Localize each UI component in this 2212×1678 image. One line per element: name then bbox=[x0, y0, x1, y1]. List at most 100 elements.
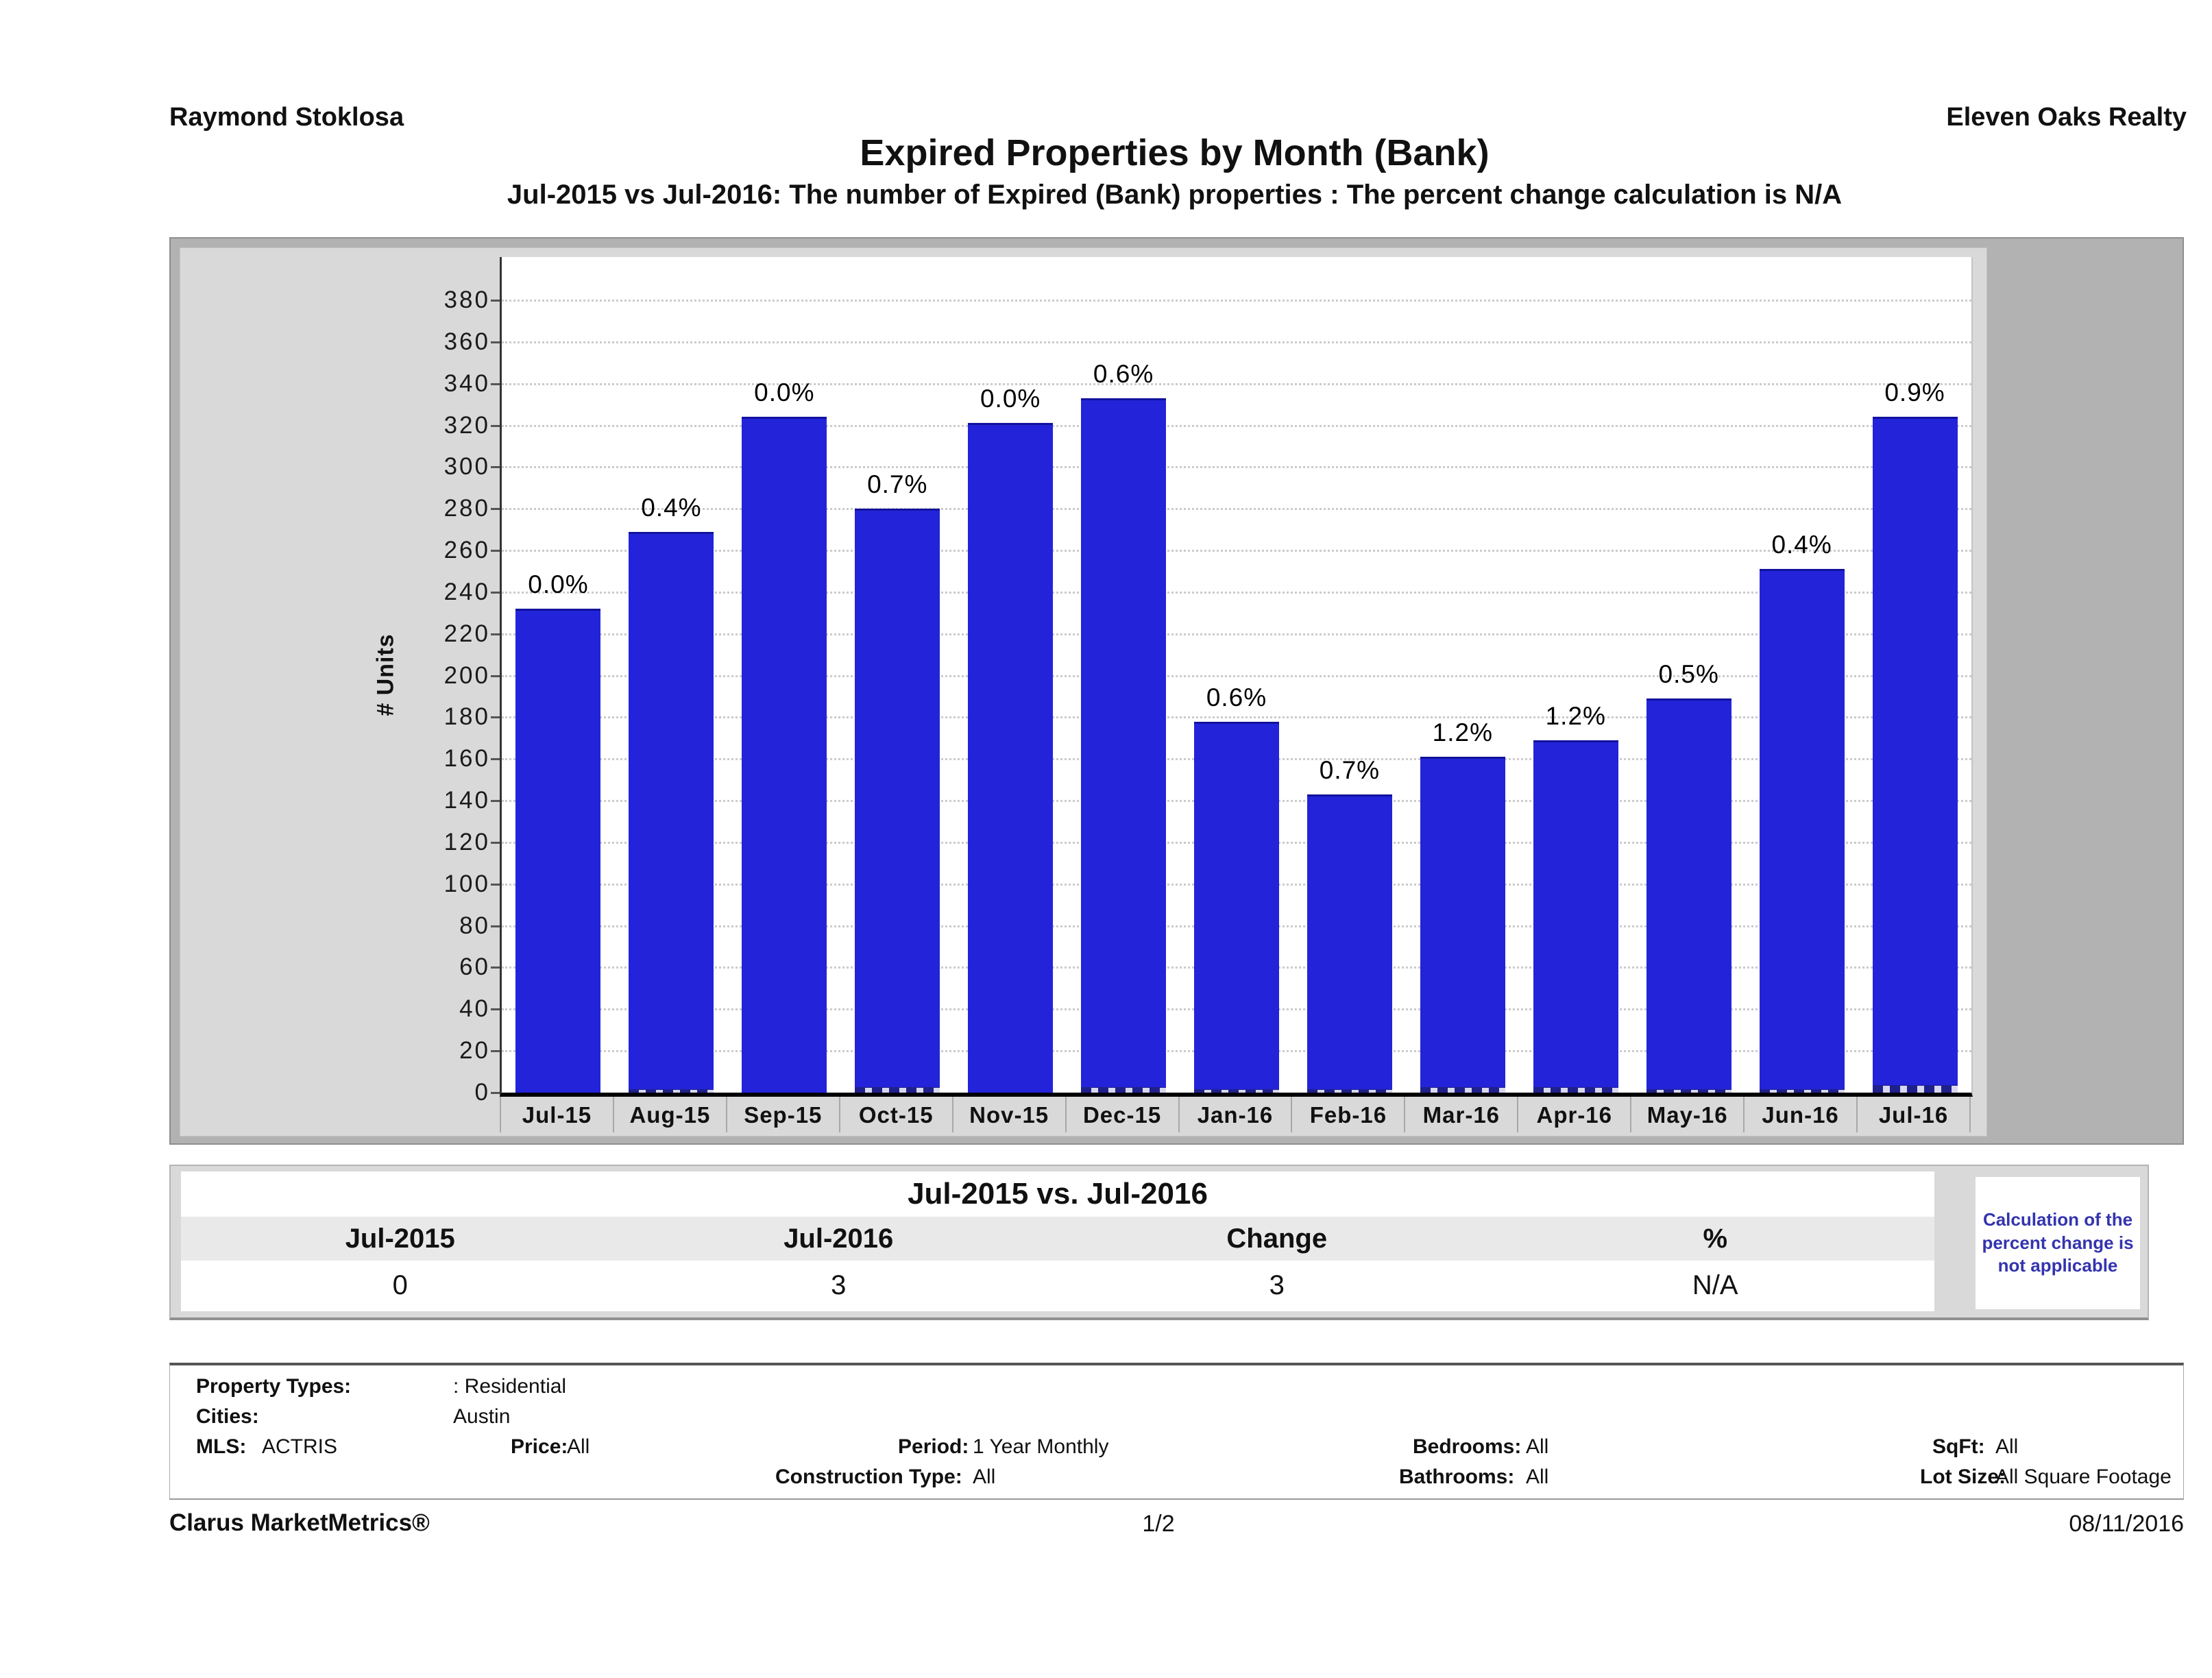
bedrooms-label: Bedrooms: bbox=[1413, 1435, 1522, 1458]
expired-bank-bar bbox=[1872, 1085, 1958, 1093]
expired-bar bbox=[1646, 698, 1731, 1093]
bar-slot: 0.4% bbox=[1745, 257, 1858, 1093]
gridline bbox=[502, 300, 1971, 302]
y-tick-mark bbox=[491, 591, 500, 594]
y-tick-label: 360 bbox=[443, 328, 490, 355]
comparison-table-inner: Jul-2015 vs. Jul-2016 Jul-2015 Jul-2016 … bbox=[181, 1171, 1934, 1311]
expired-bar bbox=[855, 509, 940, 1093]
mls-value: ACTRIS bbox=[262, 1435, 338, 1458]
y-tick-label: 0 bbox=[474, 1079, 490, 1106]
bar-slot: 0.6% bbox=[1180, 257, 1293, 1093]
expired-bank-bar bbox=[1420, 1087, 1505, 1093]
gridline bbox=[502, 466, 1971, 469]
y-tick-mark bbox=[491, 382, 500, 385]
y-tick-mark bbox=[491, 674, 500, 677]
expired-bar bbox=[1193, 722, 1279, 1093]
x-axis-label: Mar-16 bbox=[1404, 1097, 1517, 1132]
y-tick-label: 40 bbox=[459, 995, 490, 1023]
bar-percent-label: 1.2% bbox=[1545, 702, 1606, 730]
mls-label: MLS: bbox=[196, 1435, 247, 1458]
bar-percent-label: 0.6% bbox=[1093, 360, 1154, 388]
y-tick-label: 380 bbox=[443, 287, 490, 313]
expired-bank-bar bbox=[855, 1087, 940, 1093]
y-tick-mark bbox=[491, 716, 500, 719]
gridline bbox=[502, 633, 1971, 635]
percent-change-note: Calculation of the percent change is not… bbox=[1976, 1177, 2140, 1309]
bar-slot: 0.0% bbox=[502, 257, 615, 1093]
expired-bank-bar bbox=[1306, 1089, 1392, 1093]
bar-percent-label: 0.6% bbox=[1206, 683, 1267, 712]
bar-percent-label: 0.0% bbox=[754, 378, 815, 406]
bar-percent-label: 0.0% bbox=[980, 385, 1041, 413]
bathrooms-value: All bbox=[1526, 1466, 1549, 1488]
chart-panel: # Units 0 20 40 60 80 100 120 140 160 180 200 220 24… bbox=[180, 247, 1987, 1136]
expired-bank-bar bbox=[1646, 1089, 1731, 1093]
lot-size-label: Lot Size: bbox=[1920, 1466, 2006, 1488]
period-label: Period: bbox=[898, 1435, 969, 1458]
value-jul-2015: 0 bbox=[392, 1270, 408, 1300]
x-axis-label: Apr-16 bbox=[1517, 1097, 1630, 1132]
gridline bbox=[502, 550, 1971, 552]
agent-name: Raymond Stoklosa bbox=[169, 103, 404, 132]
expired-bank-bar bbox=[1081, 1087, 1167, 1093]
y-tick-label: 240 bbox=[443, 578, 490, 605]
footer-date: 08/11/2016 bbox=[2069, 1511, 2184, 1537]
expired-bar bbox=[629, 532, 714, 1093]
table-header-jul-2016: Jul-2016 bbox=[783, 1224, 894, 1254]
expired-bank-bar bbox=[1193, 1089, 1279, 1093]
cities-label: Cities: bbox=[196, 1405, 259, 1428]
table-header-percent: % bbox=[1703, 1224, 1728, 1254]
gridline bbox=[502, 382, 1971, 385]
construction-type-value: All bbox=[973, 1466, 996, 1488]
y-tick-mark bbox=[491, 300, 500, 302]
y-tick-mark bbox=[491, 550, 500, 552]
x-axis-labels: Jul-15 Aug-15 Sep-15 Oct-15 Nov-15 Dec-15 Jan-… bbox=[500, 1097, 1971, 1132]
expired-bar bbox=[1081, 398, 1167, 1093]
property-types-label: Property Types: bbox=[196, 1375, 352, 1398]
comparison-table: Jul-2015 vs. Jul-2016 Jul-2015 Jul-2016 … bbox=[169, 1165, 2149, 1320]
gridline bbox=[502, 591, 1971, 594]
chart-container: # Units 0 20 40 60 80 100 120 140 160 180 200 220 24… bbox=[169, 237, 2184, 1145]
y-tick-mark bbox=[491, 925, 500, 927]
gridline bbox=[502, 424, 1971, 427]
y-tick-label: 200 bbox=[443, 661, 490, 689]
gridline bbox=[502, 674, 1971, 677]
report-subtitle: Jul-2015 vs Jul-2016: The number of Expi… bbox=[507, 180, 1843, 210]
bar-slot: 0.4% bbox=[615, 257, 728, 1093]
bar-slot: 0.7% bbox=[841, 257, 954, 1093]
x-axis-label: Sep-15 bbox=[725, 1097, 839, 1132]
expired-bank-bar bbox=[1759, 1089, 1845, 1093]
y-tick-mark bbox=[491, 758, 500, 761]
gridline bbox=[502, 508, 1971, 511]
expired-bar bbox=[742, 417, 827, 1093]
x-axis-label: Dec-15 bbox=[1065, 1097, 1178, 1132]
bar-slot: 0.7% bbox=[1293, 257, 1406, 1093]
table-title: Jul-2015 vs. Jul-2016 bbox=[908, 1177, 1208, 1211]
sqft-label: SqFt: bbox=[1932, 1435, 1985, 1458]
bar-percent-label: 0.0% bbox=[528, 570, 589, 598]
x-axis-label: Jul-16 bbox=[1856, 1097, 1971, 1132]
y-tick-mark bbox=[491, 633, 500, 635]
y-tick-mark bbox=[491, 424, 500, 427]
y-tick-mark bbox=[491, 1050, 500, 1053]
x-axis-label: Feb-16 bbox=[1291, 1097, 1404, 1132]
y-tick-label: 80 bbox=[459, 912, 490, 939]
table-value-row: 0 3 3 N/A bbox=[181, 1263, 1934, 1309]
brokerage-name: Eleven Oaks Realty bbox=[1946, 103, 2187, 132]
bar-slot: 1.2% bbox=[1406, 257, 1519, 1093]
y-tick-mark bbox=[491, 883, 500, 886]
x-axis-label: Nov-15 bbox=[951, 1097, 1065, 1132]
x-axis-label: Jul-15 bbox=[500, 1097, 613, 1132]
price-label: Price: bbox=[511, 1435, 568, 1458]
bar-percent-label: 0.7% bbox=[1319, 756, 1381, 784]
bar-slot: 0.9% bbox=[1858, 257, 1971, 1093]
y-tick-mark bbox=[491, 508, 500, 511]
bar-slot: 0.0% bbox=[728, 257, 841, 1093]
y-tick-label: 100 bbox=[443, 870, 490, 897]
y-tick-mark bbox=[491, 966, 500, 969]
bar-slot: 0.0% bbox=[954, 257, 1067, 1093]
y-tick-mark bbox=[491, 1092, 500, 1094]
y-tick-mark bbox=[491, 466, 500, 469]
x-axis-label: Jun-16 bbox=[1743, 1097, 1856, 1132]
sqft-value: All bbox=[1995, 1435, 2019, 1458]
